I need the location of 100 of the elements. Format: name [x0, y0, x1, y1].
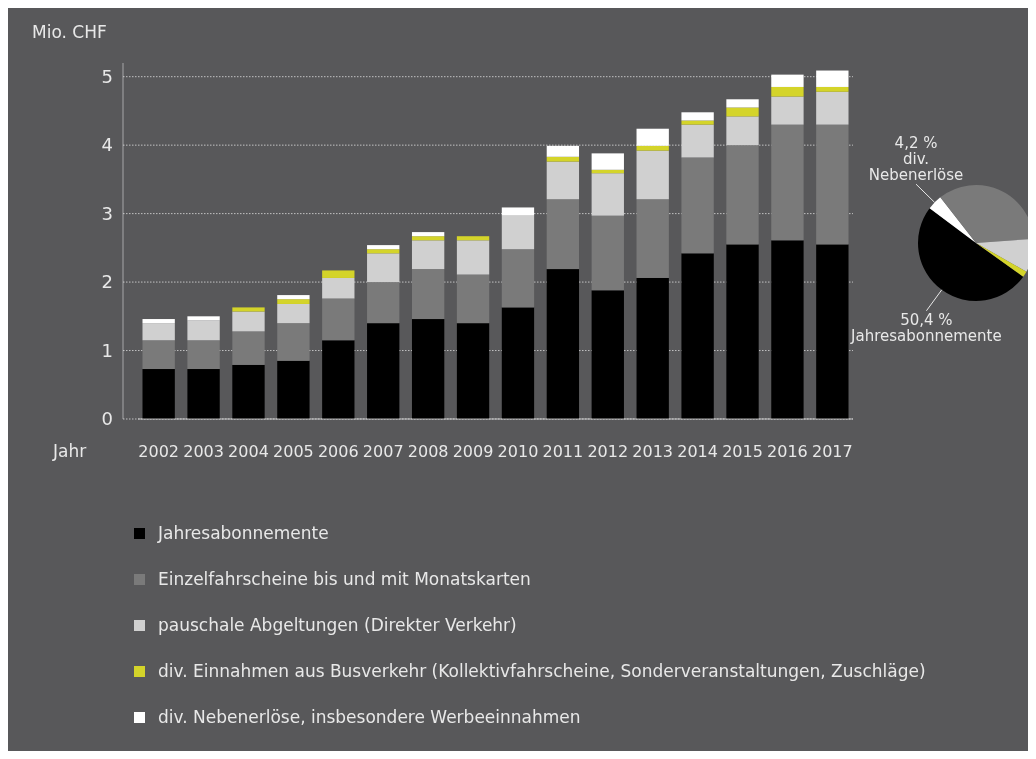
y-tick-label: 3 — [101, 202, 113, 224]
bar — [501, 249, 535, 308]
bar — [591, 290, 624, 419]
bar — [681, 253, 714, 419]
x-tick-label: 2002 — [138, 442, 180, 461]
bar — [771, 124, 804, 241]
bar — [591, 173, 624, 216]
bar — [232, 307, 265, 312]
data-label: 4,2 % — [894, 134, 938, 153]
bar — [411, 319, 445, 419]
x-tick-label: 2010 — [497, 442, 539, 461]
bar — [816, 70, 849, 87]
bar — [546, 199, 580, 270]
bar — [591, 215, 624, 291]
bar — [322, 270, 355, 278]
x-tick-label: 2005 — [273, 442, 314, 461]
bar — [187, 316, 220, 321]
bar — [546, 269, 580, 419]
bar — [771, 74, 804, 87]
y-tick-label: 2 — [101, 271, 113, 293]
bar — [456, 274, 490, 324]
bar — [771, 86, 804, 97]
bar — [322, 340, 355, 419]
bar — [232, 364, 265, 419]
bar — [726, 107, 759, 117]
x-tick-label: 2007 — [362, 442, 404, 461]
bar — [681, 112, 714, 121]
bar — [411, 240, 445, 270]
bar — [411, 269, 445, 320]
bar — [142, 369, 175, 419]
bar — [277, 295, 310, 300]
bar — [681, 124, 714, 158]
bar — [771, 96, 804, 125]
bar — [681, 120, 714, 125]
bar — [771, 240, 804, 419]
bar — [322, 277, 355, 299]
bar — [636, 128, 669, 146]
bar — [367, 249, 400, 254]
y-tick-label: 4 — [101, 134, 113, 156]
bar — [187, 340, 220, 370]
bar — [681, 157, 714, 254]
bar — [322, 298, 355, 341]
bar — [411, 236, 445, 241]
bar — [142, 323, 175, 341]
x-tick-label: 2003 — [183, 442, 224, 461]
slice-label: Jahresabonnemente — [850, 326, 1002, 345]
bar — [546, 156, 580, 162]
bar — [367, 323, 400, 419]
x-tick-label: 2004 — [228, 442, 269, 461]
x-tick-label: 2013 — [632, 442, 674, 461]
y-axis-title: Mio. CHF — [32, 22, 107, 42]
bar — [277, 299, 310, 304]
x-tick-label: 2014 — [677, 442, 718, 461]
bar — [187, 369, 220, 419]
bar — [816, 91, 849, 125]
slice-label: div. Nebenerlöse — [868, 150, 964, 185]
legend-label: Einzelfahrscheine bis und mit Monatskarten — [158, 569, 531, 589]
bar — [636, 150, 669, 200]
bar — [546, 145, 580, 157]
bar — [726, 116, 759, 146]
bar — [726, 244, 759, 419]
bar — [456, 236, 490, 241]
legend-label: div. Einnahmen aus Busverkehr (Kollektivfahrscheine, Sonderveranstaltungen, Zuschläge) — [158, 661, 926, 681]
bar — [636, 145, 669, 151]
bar — [501, 307, 535, 419]
x-tick-label: 2017 — [811, 442, 853, 461]
x-tick-label: 2016 — [767, 442, 808, 461]
y-tick-label: 0 — [101, 408, 113, 430]
x-tick-label: 2011 — [542, 442, 584, 461]
bar — [591, 153, 624, 170]
legend-label: Jahresabonnemente — [157, 523, 329, 543]
x-axis-title: Jahr — [52, 441, 87, 461]
bar — [816, 244, 849, 419]
x-tick-label: 2006 — [317, 442, 359, 461]
bar — [277, 303, 310, 324]
bar — [232, 311, 265, 332]
y-tick-label: 1 — [101, 339, 113, 361]
bar — [816, 124, 849, 245]
bar — [411, 232, 445, 237]
bar — [232, 331, 265, 365]
y-tick-label: 5 — [101, 65, 113, 87]
x-tick-label: 2009 — [452, 442, 494, 461]
data-label: 50,4 % — [900, 310, 953, 329]
bar — [636, 277, 669, 419]
bar — [187, 320, 220, 341]
bar — [277, 360, 310, 419]
legend-label: div. Nebenerlöse, insbesondere Werbeeinnahmen — [158, 707, 581, 727]
bar — [726, 145, 759, 245]
bar — [636, 199, 669, 278]
bar — [367, 253, 400, 283]
x-tick-label: 2015 — [722, 442, 763, 461]
bar — [367, 245, 400, 250]
bar — [277, 323, 310, 361]
bar — [546, 161, 580, 200]
x-tick-label: 2008 — [407, 442, 449, 461]
bar — [142, 319, 175, 324]
x-tick-label: 2012 — [587, 442, 629, 461]
bar — [726, 99, 759, 108]
bar — [456, 240, 490, 275]
bar — [501, 207, 535, 216]
